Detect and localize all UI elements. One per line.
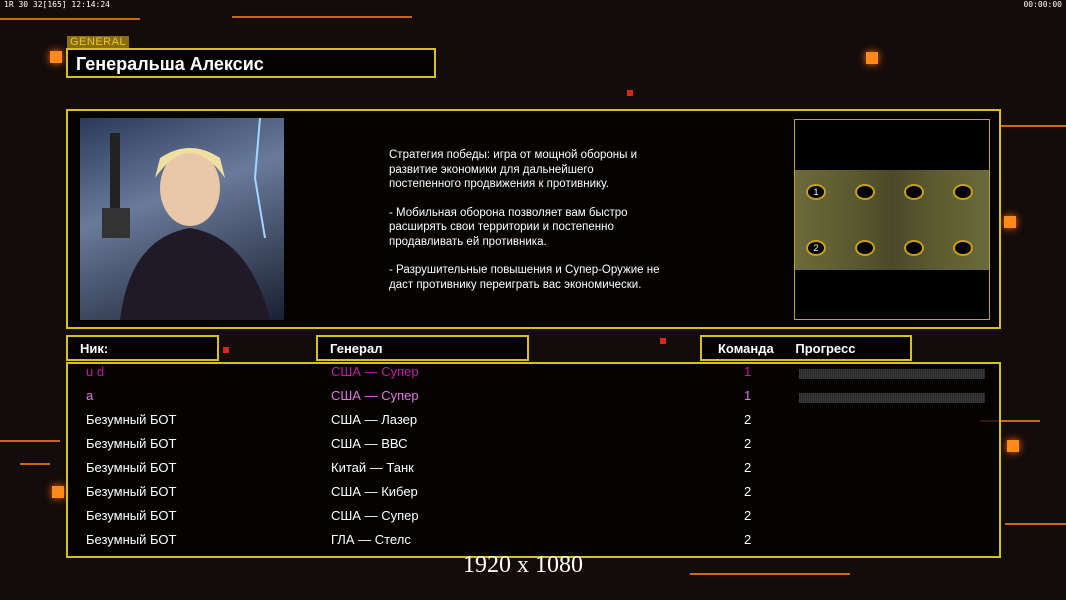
player-row[interactable]: Безумный БОТ США — Кибер 2 bbox=[86, 484, 986, 508]
decor-square bbox=[1004, 216, 1016, 228]
player-row[interactable]: Безумный БОТ США — Лазер 2 bbox=[86, 412, 986, 436]
player-nick: u d bbox=[86, 364, 105, 379]
decor-line bbox=[980, 420, 1040, 422]
oil-hole bbox=[855, 184, 875, 200]
player-nick: Безумный БОТ bbox=[86, 412, 177, 427]
start-position: 2 bbox=[806, 240, 826, 256]
player-team: 2 bbox=[744, 508, 752, 523]
player-row[interactable]: u d США — Супер 1 bbox=[86, 364, 986, 388]
progress-bar bbox=[799, 393, 985, 403]
hud-timer: 00:00:00 bbox=[1023, 0, 1062, 9]
player-nick: Безумный БОТ bbox=[86, 508, 177, 523]
resolution-watermark: 1920 x 1080 bbox=[463, 552, 583, 578]
player-nick: Безумный БОТ bbox=[86, 460, 177, 475]
header-team: Команда bbox=[718, 341, 774, 356]
player-row[interactable]: Безумный БОТ ГЛА — Стелс 2 bbox=[86, 532, 986, 556]
player-team: 2 bbox=[744, 532, 752, 547]
player-general: США — Лазер bbox=[331, 412, 418, 427]
player-general: ГЛА — Стелс bbox=[331, 532, 411, 547]
header-general: Генерал bbox=[316, 335, 529, 361]
decor-square bbox=[52, 486, 64, 498]
decor-line bbox=[0, 440, 60, 442]
decor-line bbox=[690, 573, 850, 575]
decor-line bbox=[0, 18, 140, 20]
player-nick: Безумный БОТ bbox=[86, 484, 177, 499]
decor-line bbox=[232, 16, 412, 18]
oil-hole bbox=[904, 184, 924, 200]
decor-line bbox=[20, 463, 50, 465]
oil-hole bbox=[953, 240, 973, 256]
header-team-progress: Команда Прогресс bbox=[700, 335, 912, 361]
player-team: 2 bbox=[744, 436, 752, 451]
progress-bar bbox=[799, 369, 985, 379]
decor-square bbox=[627, 90, 633, 96]
general-tag: GENERAL bbox=[67, 36, 130, 48]
decor-square bbox=[223, 347, 229, 353]
general-title: Генеральша Алексис bbox=[66, 48, 436, 78]
player-row[interactable]: a США — Супер 1 bbox=[86, 388, 986, 412]
portrait-image bbox=[102, 118, 270, 320]
decor-square bbox=[660, 338, 666, 344]
map-preview: 1 2 bbox=[794, 119, 990, 320]
player-nick: Безумный БОТ bbox=[86, 436, 177, 451]
header-nick: Ник: bbox=[66, 335, 219, 361]
player-row[interactable]: Безумный БОТ Китай — Танк 2 bbox=[86, 460, 986, 484]
player-general: США — ВВС bbox=[331, 436, 408, 451]
decor-square bbox=[866, 52, 878, 64]
player-team: 2 bbox=[744, 460, 752, 475]
player-team: 2 bbox=[744, 412, 752, 427]
player-general: США — Супер bbox=[331, 364, 419, 379]
player-general: Китай — Танк bbox=[331, 460, 414, 475]
decor-line bbox=[1000, 125, 1066, 127]
oil-hole bbox=[855, 240, 875, 256]
start-position: 1 bbox=[806, 184, 826, 200]
map-image: 1 2 bbox=[795, 170, 989, 270]
player-nick: a bbox=[86, 388, 94, 403]
player-general: США — Супер bbox=[331, 508, 419, 523]
strategy-description: Стратегия победы: игра от мощной обороны… bbox=[389, 148, 719, 306]
player-team: 1 bbox=[744, 388, 752, 403]
decor-square bbox=[50, 51, 62, 63]
general-portrait bbox=[80, 118, 284, 320]
player-team: 2 bbox=[744, 484, 752, 499]
description-paragraph: - Мобильная оборона позволяет вам быстро… bbox=[389, 206, 628, 248]
player-row[interactable]: Безумный БОТ США — ВВС 2 bbox=[86, 436, 986, 460]
hud-stats: 1R 30 32[165] 12:14:24 bbox=[4, 0, 110, 9]
description-paragraph: - Разрушительные повышения и Супер-Оружи… bbox=[389, 264, 660, 291]
oil-hole bbox=[904, 240, 924, 256]
decor-line bbox=[1005, 523, 1066, 525]
decor-square bbox=[1007, 440, 1019, 452]
player-general: США — Кибер bbox=[331, 484, 418, 499]
oil-hole bbox=[953, 184, 973, 200]
player-nick: Безумный БОТ bbox=[86, 532, 177, 547]
description-paragraph: Стратегия победы: игра от мощной обороны… bbox=[389, 149, 638, 190]
player-team: 1 bbox=[744, 364, 752, 379]
player-row[interactable]: Безумный БОТ США — Супер 2 bbox=[86, 508, 986, 532]
header-progress: Прогресс bbox=[795, 341, 856, 356]
player-general: США — Супер bbox=[331, 388, 419, 403]
